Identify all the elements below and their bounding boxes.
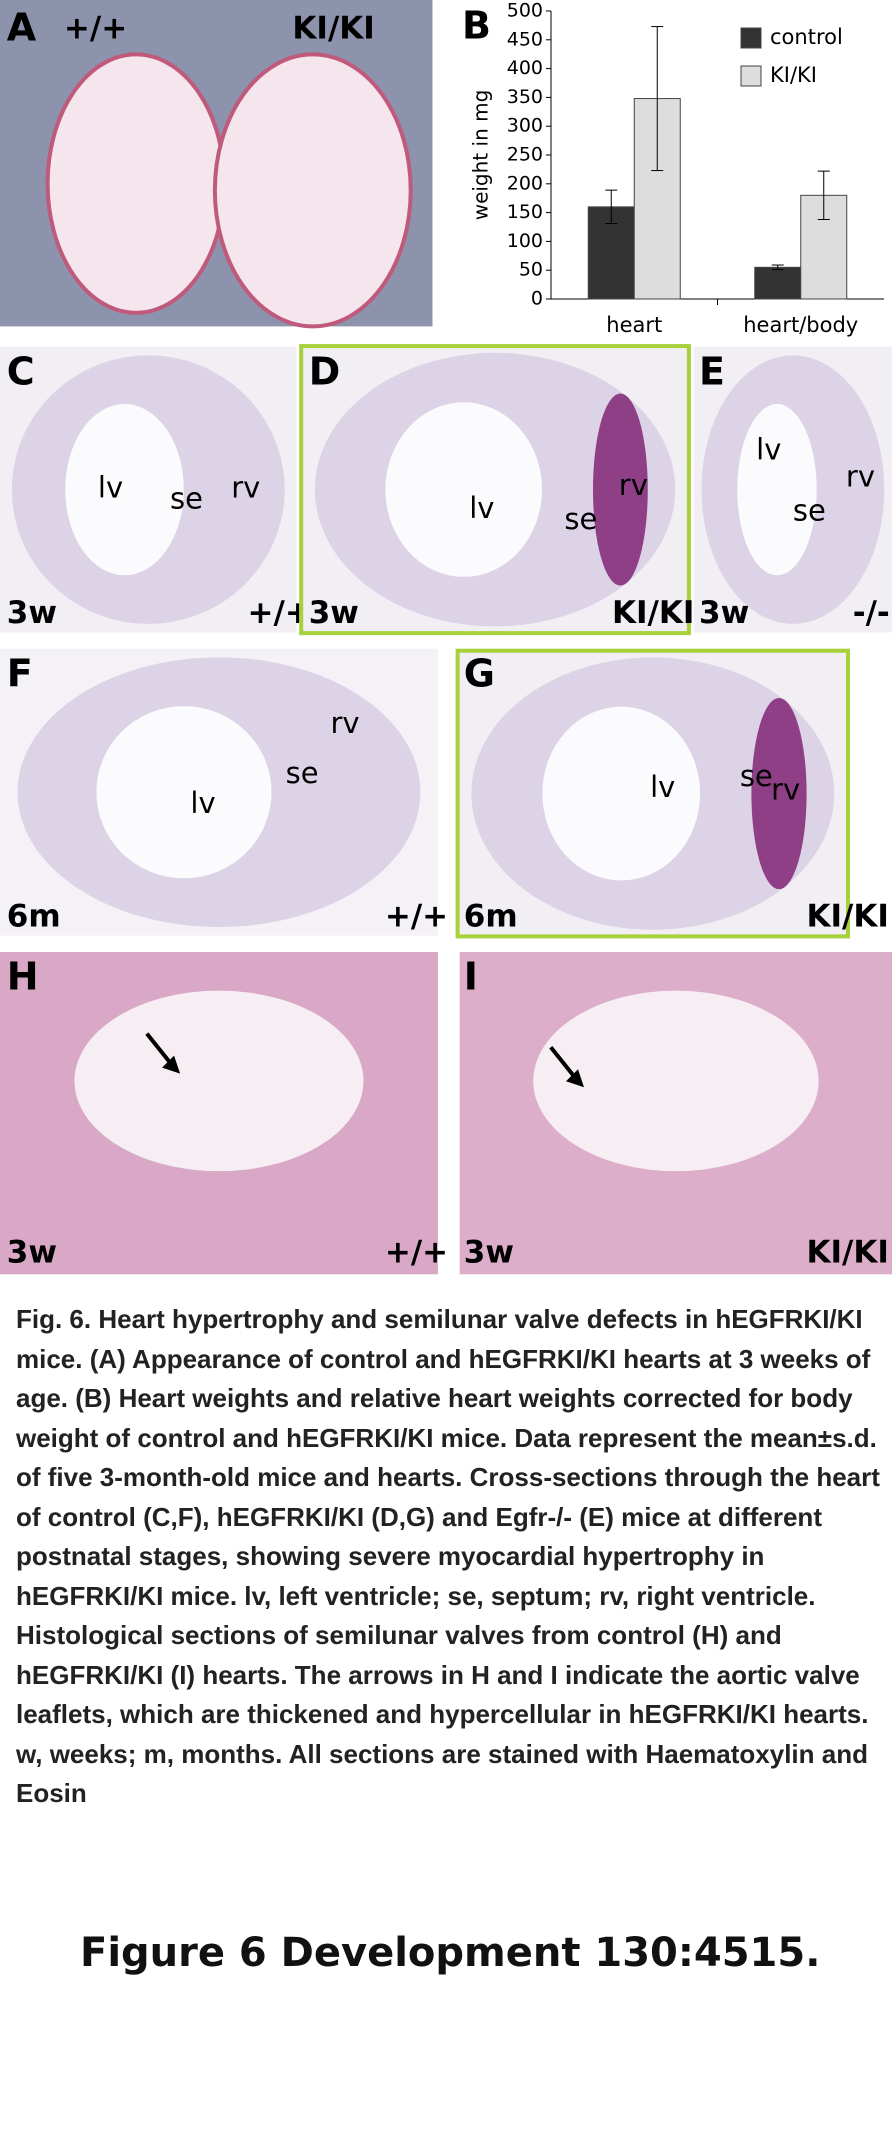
rv-blood [751, 697, 807, 890]
panel-label: lv [650, 770, 675, 804]
arrowhead [566, 1069, 584, 1088]
panel-label: se [740, 759, 773, 793]
panel-label: 3w [699, 595, 749, 631]
panel-label: 6m [7, 899, 61, 935]
panel-label: rv [771, 773, 800, 807]
panel-label: rv [330, 706, 359, 740]
panel-label: se [170, 481, 203, 515]
panel-letter: F [7, 651, 33, 695]
panel-letter: I [464, 955, 478, 999]
ventricle [96, 706, 272, 879]
panel-label: +/+ [64, 10, 127, 46]
ventricle [737, 403, 817, 576]
panel-label: KI/KI [612, 595, 694, 631]
y-tick-label: 200 [507, 172, 543, 194]
panel-letter: G [464, 651, 495, 695]
y-tick-label: 50 [519, 259, 543, 281]
panel-label: se [793, 494, 826, 528]
legend-swatch [740, 65, 762, 87]
panel-label: rv [846, 460, 875, 494]
y-tick-label: 400 [507, 57, 543, 79]
panel-label: 3w [309, 595, 359, 631]
y-tick-label: 300 [507, 115, 543, 137]
panel-letter: B [462, 4, 491, 48]
panel-label: lv [98, 471, 123, 505]
y-axis-label: weight in mg [469, 90, 493, 221]
arrowhead [162, 1055, 181, 1074]
y-tick-label: 0 [531, 288, 543, 310]
panel-label: -/- [853, 595, 890, 631]
panel-label: se [564, 502, 597, 536]
caption: Fig. 6. Heart hypertrophy and semilunar … [16, 1304, 880, 1808]
panel-border [299, 344, 691, 636]
x-tick-label: heart/body [743, 313, 858, 337]
panel-label: rv [619, 468, 648, 502]
y-tick-label: 500 [507, 0, 543, 22]
bar [754, 266, 802, 300]
panel-label: 6m [464, 899, 518, 935]
panel-label: KI/KI [806, 899, 888, 935]
legend-swatch [740, 27, 762, 49]
heart-image [212, 52, 413, 329]
y-tick-label: 250 [507, 144, 543, 166]
panel-letter: E [699, 350, 725, 394]
panel-label: se [286, 756, 319, 790]
footer: Figure 6 Development 130:4515. [80, 1930, 821, 1976]
panel-label: +/+ [385, 1234, 448, 1270]
valve-area [74, 990, 364, 1172]
heart-image [45, 52, 227, 315]
legend-label: control [770, 25, 843, 49]
x-tick-label: heart [606, 313, 662, 337]
y-tick-label: 150 [507, 201, 543, 223]
ventricle [385, 402, 543, 577]
panel-letter: H [7, 955, 39, 999]
panel-letter: D [309, 350, 341, 394]
y-tick-label: 350 [507, 86, 543, 108]
panel-border [455, 648, 850, 939]
panel-label: KI/KI [806, 1234, 888, 1270]
panel-label: lv [756, 433, 781, 467]
panel-label: lv [469, 491, 494, 525]
ventricle [65, 403, 184, 576]
panel-letter: A [7, 5, 37, 49]
rv-blood [592, 393, 648, 586]
panel-label: lv [190, 786, 215, 820]
y-tick-label: 450 [507, 28, 543, 50]
legend-label: KI/KI [770, 63, 817, 87]
panel-label: 3w [7, 1234, 57, 1270]
y-tick-label: 100 [507, 230, 543, 252]
panel-label: KI/KI [292, 10, 374, 46]
panel-label: 3w [7, 595, 57, 631]
valve-area [533, 990, 819, 1172]
ventricle [542, 706, 701, 881]
panel-label: 3w [464, 1234, 514, 1270]
panel-label: rv [231, 471, 260, 505]
panel-label: +/+ [385, 899, 448, 935]
panel-letter: C [7, 350, 35, 394]
